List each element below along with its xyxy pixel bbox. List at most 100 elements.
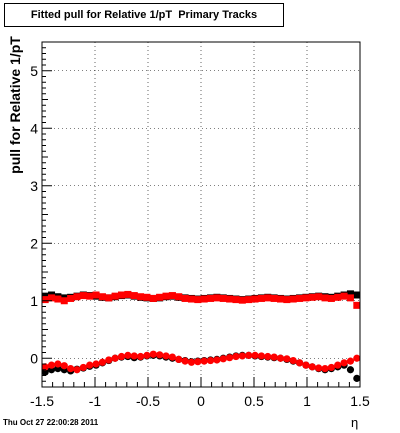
data-markers [41, 290, 361, 382]
x-tick-label: 0 [197, 393, 205, 409]
data-point [346, 366, 355, 374]
data-point [98, 293, 106, 301]
data-point [156, 293, 164, 301]
data-point [143, 293, 151, 301]
data-point [353, 301, 361, 309]
x-tick-label: -1 [89, 393, 102, 409]
axis-ticks [41, 41, 361, 388]
data-point [238, 296, 246, 304]
data-point [86, 361, 94, 369]
data-point [315, 364, 323, 372]
data-point [200, 357, 208, 365]
data-point [295, 359, 304, 367]
data-point [232, 352, 240, 361]
data-point [98, 358, 107, 366]
data-point [47, 361, 56, 369]
data-point [257, 294, 265, 302]
y-tick-label: 2 [30, 235, 38, 251]
data-point [213, 294, 221, 302]
data-point [327, 363, 335, 372]
data-point [245, 351, 253, 359]
data-point [302, 361, 310, 369]
data-point [264, 294, 272, 302]
data-point [270, 294, 278, 302]
data-point [105, 294, 113, 302]
x-tick-label: 1.5 [350, 393, 370, 409]
data-point [302, 294, 310, 302]
chart-title-box: Fitted pull for Relative 1/pT Primary Tr… [4, 3, 284, 27]
data-point [277, 295, 284, 303]
data-point [219, 294, 227, 302]
data-point [67, 365, 75, 373]
data-point [130, 292, 138, 300]
data-point [296, 294, 304, 302]
data-point [175, 293, 183, 301]
data-point [213, 356, 221, 364]
data-point [136, 352, 145, 361]
y-axis-label: pull for Relative 1/pT [7, 36, 23, 174]
x-axis-label: η [351, 415, 359, 430]
data-point [124, 351, 132, 359]
data-point [67, 294, 75, 302]
data-point [315, 293, 323, 301]
data-point [54, 295, 62, 303]
timestamp: Thu Oct 27 22:00:28 2011 [3, 418, 99, 427]
data-point [130, 352, 138, 360]
data-point [111, 354, 119, 362]
data-point [137, 293, 145, 301]
data-point [289, 295, 297, 303]
data-point [187, 358, 196, 366]
data-point [60, 297, 68, 305]
data-point [219, 355, 227, 363]
data-point [86, 292, 94, 300]
x-tick-label: -0.5 [136, 393, 160, 409]
data-point [194, 358, 202, 366]
data-point [283, 355, 291, 363]
data-point [92, 291, 100, 299]
data-point [232, 296, 240, 304]
data-point [346, 357, 355, 365]
data-point [353, 291, 361, 299]
data-point [181, 357, 189, 365]
data-point [143, 351, 151, 359]
data-point [168, 353, 176, 361]
data-point [41, 296, 49, 304]
data-point [289, 356, 297, 365]
data-point [321, 294, 329, 302]
data-point [340, 292, 348, 300]
data-point [105, 356, 113, 364]
data-point [346, 290, 354, 298]
data-point [156, 351, 164, 359]
data-point [149, 350, 157, 358]
data-point [353, 374, 361, 382]
data-point [340, 359, 348, 367]
data-point [168, 292, 176, 300]
data-point [117, 352, 126, 361]
data-point [73, 293, 81, 301]
data-point [276, 354, 285, 362]
y-tick-label: 4 [30, 120, 38, 136]
data-point [200, 295, 208, 303]
data-point [238, 352, 246, 360]
data-point [206, 356, 215, 365]
data-point [226, 295, 234, 303]
data-point [283, 296, 291, 304]
data-point [41, 363, 49, 371]
data-point [321, 365, 329, 373]
data-point [118, 291, 125, 299]
data-point [251, 295, 259, 303]
data-point [79, 292, 87, 300]
data-point [327, 294, 335, 302]
data-point [111, 292, 119, 300]
data-point [54, 360, 62, 368]
data-point [334, 293, 342, 301]
data-point [162, 292, 170, 300]
data-point [346, 294, 354, 302]
tick-labels: -1.5 -1 -0.5 0 0.5 1 1.5 0 1 2 3 4 5 [30, 63, 370, 409]
data-point [245, 296, 253, 304]
y-tick-label: 5 [30, 63, 38, 79]
y-tick-label: 3 [30, 178, 38, 194]
data-point [162, 352, 170, 360]
data-point [264, 352, 272, 361]
